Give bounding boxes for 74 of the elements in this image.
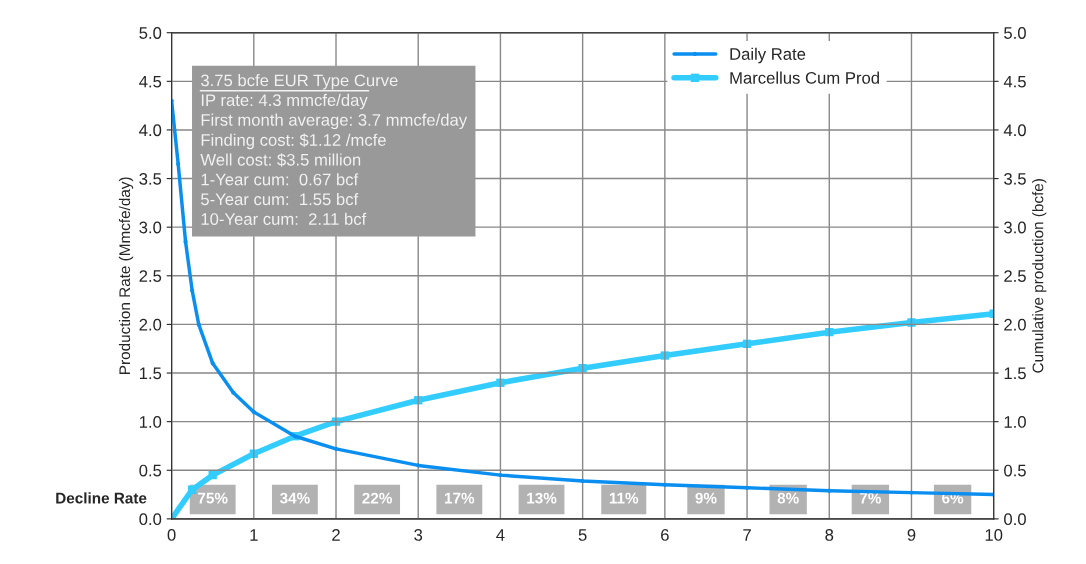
y2-tick-label: 0.0 <box>1004 513 1026 526</box>
annotation: Well cost: $3.5 million <box>200 153 361 167</box>
point <box>187 485 197 494</box>
x-tick-label: 7 <box>743 529 751 541</box>
point <box>498 473 503 478</box>
y2-tick-label: 1.5 <box>1004 367 1026 380</box>
y-tick-label: 0.0 <box>139 513 162 526</box>
point <box>578 364 587 373</box>
y2-tick-label: 5.0 <box>1004 27 1026 39</box>
point <box>333 446 339 451</box>
annotation: 10-Year cum: 2.11 bcf <box>201 212 367 225</box>
y-tick-label: 1.5 <box>139 367 162 380</box>
point <box>580 478 585 484</box>
annotation: 8% <box>777 492 799 504</box>
legend-label: Daily Rate <box>730 47 806 64</box>
point <box>907 318 916 327</box>
annotation: 13% <box>527 492 557 504</box>
y-tick-label: 3.5 <box>139 172 162 185</box>
annotation: 3.75 bcfe EUR Type Curve <box>201 74 398 90</box>
x-tick-label: 10 <box>985 529 1003 541</box>
point <box>662 482 667 487</box>
y-tick-label: 5.0 <box>139 27 162 39</box>
y-tick-label: 1.0 <box>139 416 162 428</box>
point <box>827 488 832 493</box>
text: Decline Rate <box>56 492 147 504</box>
y-tick-label: 4.5 <box>139 75 162 88</box>
y-tick-label: 2.0 <box>139 318 162 331</box>
x-tick-label: 4 <box>496 529 505 541</box>
point <box>416 463 421 468</box>
point <box>196 322 201 327</box>
point <box>176 161 181 167</box>
legend-label: Marcellus Cum Prod <box>730 71 879 84</box>
annotation: IP rate: 4.3 mmcfe/day <box>201 93 368 110</box>
y2-tick-label: 1.0 <box>1004 416 1026 428</box>
y2-axis-title: Cumulative production (bcfe) <box>1032 179 1047 373</box>
annotation: 7% <box>859 492 882 504</box>
x-tick-label: 5 <box>578 529 587 541</box>
x-tick-label: 6 <box>661 529 669 541</box>
y-tick-label: 4.0 <box>139 124 162 137</box>
y-axis-title: Production Rate (Mmcfe/day) <box>118 177 134 374</box>
annotation: 9% <box>695 492 717 504</box>
annotation: 22% <box>362 492 392 504</box>
x-tick-label: 0 <box>167 529 176 541</box>
annotation: 34% <box>279 492 310 504</box>
x-tick-label: 1 <box>250 529 258 541</box>
annotation: First month average: 3.7 mmcfe/day <box>201 113 468 130</box>
x-tick-label: 8 <box>825 529 834 541</box>
point <box>183 239 188 244</box>
y2-tick-label: 4.5 <box>1003 75 1026 88</box>
point <box>190 288 195 293</box>
y2-tick-label: 0.5 <box>1004 464 1026 477</box>
y-tick-label: 0.5 <box>139 464 162 477</box>
y2-tick-label: 4.0 <box>1003 124 1026 137</box>
annotation: 1-Year cum: 0.67 bcf <box>201 173 359 186</box>
annotation: 17% <box>445 492 475 504</box>
point <box>208 470 217 480</box>
point <box>496 378 505 387</box>
y2-tick-label: 2.0 <box>1004 318 1026 331</box>
x-tick-label: 2 <box>332 529 340 541</box>
point <box>251 409 256 415</box>
point <box>744 485 750 490</box>
y2-tick-label: 2.5 <box>1004 270 1026 282</box>
y-tick-label: 3.0 <box>139 221 162 234</box>
annotation: Finding cost: $1.12 /mcfe <box>201 133 386 150</box>
x-tick-label: 3 <box>414 529 423 541</box>
point <box>231 390 236 395</box>
annotation: 75% <box>198 492 228 504</box>
y-tick-label: 2.5 <box>139 270 162 282</box>
annotation: 5-Year cum: 1.55 bcf <box>201 192 359 206</box>
annotation: 11% <box>609 492 639 504</box>
y2-tick-label: 3.0 <box>1004 221 1026 234</box>
x-tick-label: 9 <box>907 529 916 541</box>
y2-tick-label: 3.5 <box>1004 172 1026 185</box>
point <box>210 361 215 366</box>
